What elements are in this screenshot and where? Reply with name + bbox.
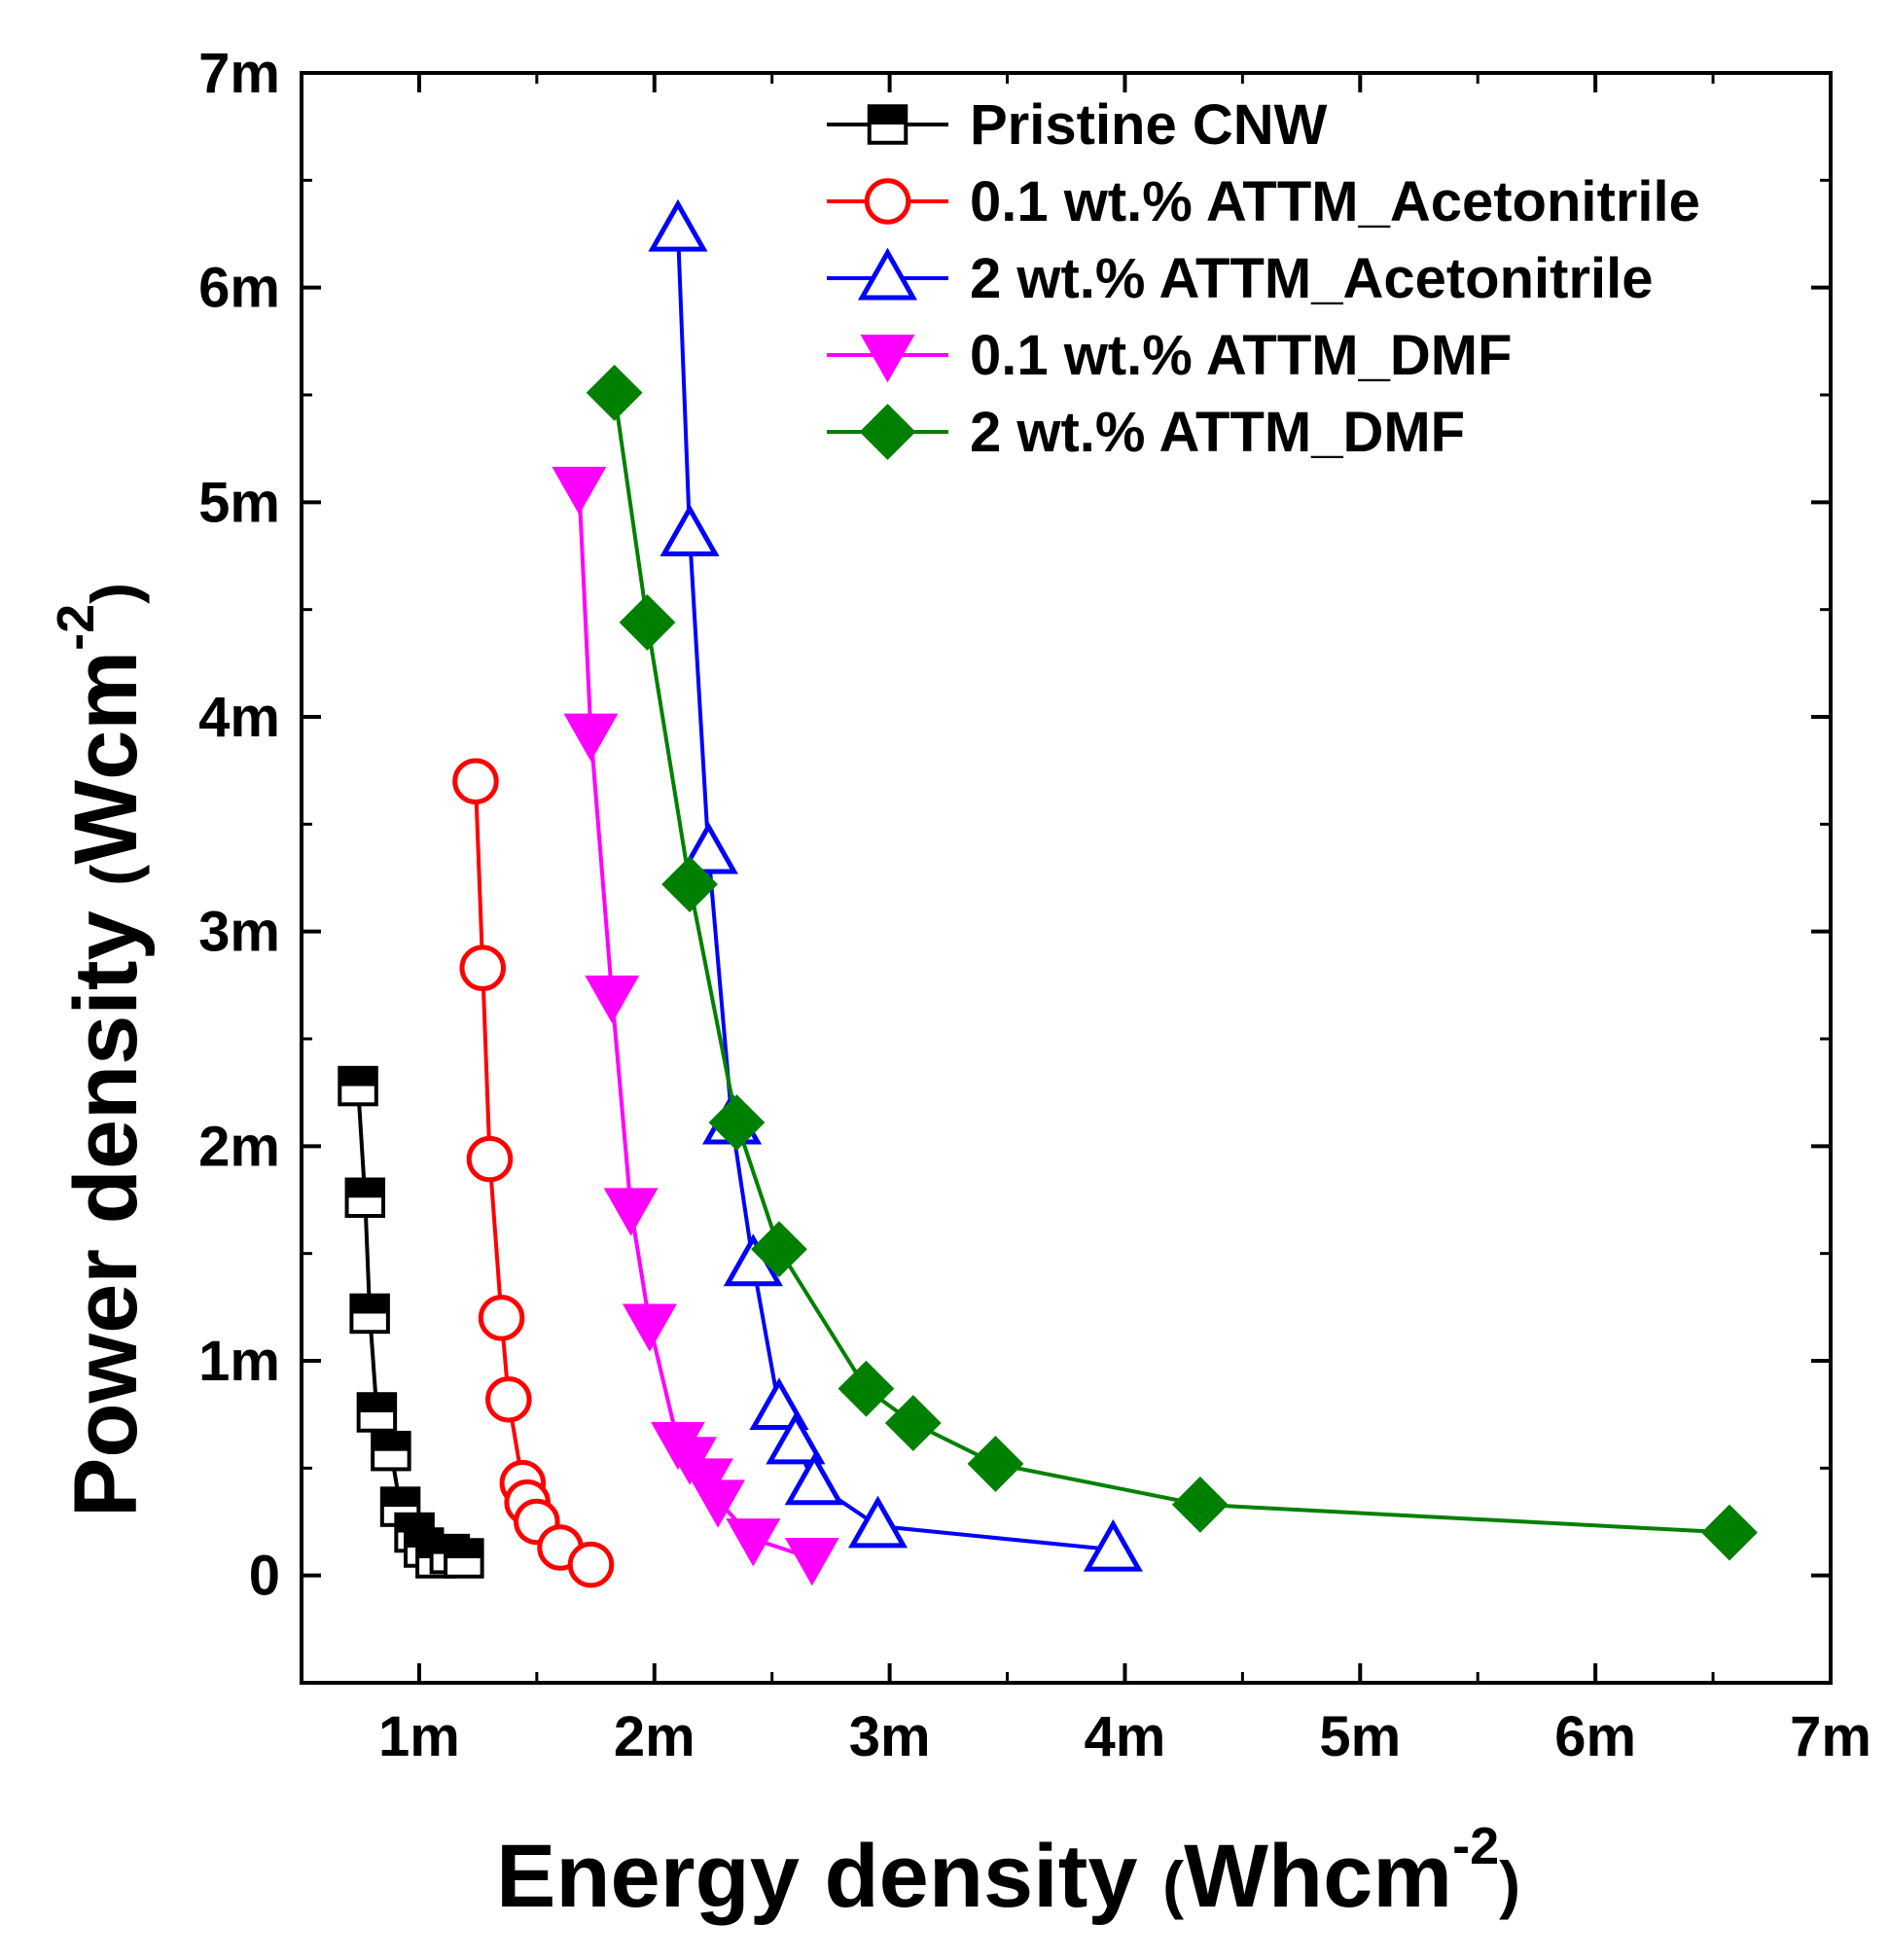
y-axis-unit-open: ( <box>78 865 150 886</box>
x-axis-unit-close: ) <box>1499 1848 1520 1920</box>
data-point <box>552 466 607 516</box>
data-point <box>678 821 738 874</box>
svg-text:Energy density (Whcm-2): Energy density (Whcm-2) <box>496 1817 1520 1926</box>
x-tick-label: 6m <box>1554 1705 1636 1768</box>
data-point <box>1083 1518 1143 1572</box>
series-layer <box>338 198 1758 1588</box>
series-3 <box>552 466 839 1586</box>
data-point <box>766 1411 826 1465</box>
y-tick-label: 1m <box>198 1330 280 1393</box>
data-point <box>485 1375 532 1423</box>
y-tick-label: 7m <box>198 42 280 105</box>
data-point <box>751 1221 807 1278</box>
data-point <box>466 1135 514 1183</box>
data-point <box>444 1538 484 1579</box>
y-tick-label: 0 <box>249 1545 280 1608</box>
x-axis-title: Energy density (Whcm-2) <box>496 1817 1520 1926</box>
data-point <box>884 1395 942 1451</box>
legend-entry: Pristine CNW <box>827 93 1328 157</box>
y-tick-label: 2m <box>198 1115 280 1178</box>
plot-frame <box>300 71 1833 1685</box>
data-point <box>661 856 718 913</box>
data-point <box>1171 1476 1229 1533</box>
legend-label: Pristine CNW <box>970 93 1328 157</box>
legend-label: 0.1 wt.% ATTM_Acetonitrile <box>970 170 1700 233</box>
y-axis-unit: Wcm <box>56 651 156 865</box>
data-point <box>659 504 720 556</box>
x-axis-label: Energy density <box>496 1827 1138 1926</box>
legend-label: 2 wt.% ATTM_Acetonitrile <box>970 247 1654 310</box>
legend-marker <box>867 104 909 145</box>
series-0 <box>338 1065 484 1579</box>
legend-label: 2 wt.% ATTM_DMF <box>970 401 1465 464</box>
legend-entry: 0.1 wt.% ATTM_DMF <box>827 324 1512 387</box>
data-point <box>648 198 708 252</box>
data-point <box>459 944 506 991</box>
data-point <box>356 1392 398 1433</box>
y-tick-label: 3m <box>198 901 280 964</box>
data-point <box>338 1065 378 1107</box>
x-tick-label: 5m <box>1319 1705 1401 1768</box>
data-point <box>749 1377 809 1431</box>
data-point <box>784 1538 839 1586</box>
y-axis-unit-sup: -2 <box>47 604 105 651</box>
data-point <box>726 1518 781 1567</box>
data-point <box>967 1436 1024 1492</box>
y-tick-label: 6m <box>198 257 280 320</box>
x-tick-label: 3m <box>849 1705 931 1768</box>
x-tick-label: 2m <box>614 1705 695 1768</box>
data-point <box>847 1495 909 1549</box>
x-tick-label: 1m <box>378 1705 460 1768</box>
data-point <box>619 593 676 651</box>
series-4 <box>586 364 1758 1561</box>
svg-text:Power density (Wcm-2): Power density (Wcm-2) <box>47 583 156 1517</box>
legend-entry: 2 wt.% ATTM_DMF <box>827 401 1465 464</box>
x-tick-label: 4m <box>1085 1705 1166 1768</box>
data-point <box>371 1430 411 1472</box>
x-axis-unit: Whcm <box>1184 1827 1452 1926</box>
data-point <box>585 975 640 1024</box>
y-tick-label: 5m <box>198 471 280 534</box>
series-1 <box>452 758 615 1588</box>
legend-marker <box>857 247 918 301</box>
data-point <box>586 364 643 421</box>
x-axis-unit-sup: -2 <box>1452 1817 1499 1875</box>
data-point <box>344 1177 386 1219</box>
data-point <box>478 1295 525 1341</box>
data-point <box>603 1188 659 1236</box>
legend-marker <box>859 404 916 460</box>
data-point <box>452 758 499 804</box>
x-tick-label: 7m <box>1790 1705 1871 1768</box>
data-point <box>567 1541 615 1588</box>
axes-layer: 1m 2m 3m 4m 5m 6m 7m 0 1m 2m 3m 4m 5m 6m 7m <box>198 42 1871 1768</box>
data-point <box>691 1479 746 1528</box>
legend-entry: 2 wt.% ATTM_Acetonitrile <box>827 247 1654 310</box>
legend-marker <box>860 335 915 383</box>
legend-entry: 0.1 wt.% ATTM_Acetonitrile <box>827 170 1700 233</box>
series-line <box>675 230 1114 1552</box>
data-point <box>1701 1504 1758 1561</box>
data-point <box>838 1360 895 1417</box>
y-axis-unit-close: ) <box>78 583 150 604</box>
data-point <box>784 1452 844 1506</box>
data-point <box>622 1303 677 1352</box>
y-tick-label: 4m <box>198 686 280 749</box>
y-axis-label: Power density <box>56 910 156 1517</box>
legend: Pristine CNW 0.1 wt.% ATTM_Acetonitrile 2 … <box>827 93 1700 464</box>
x-axis-unit-open: ( <box>1162 1848 1184 1920</box>
data-point <box>708 1094 766 1151</box>
series-line <box>612 392 1730 1535</box>
data-point <box>349 1293 390 1335</box>
y-axis-title: Power density (Wcm-2) <box>47 583 156 1517</box>
data-point <box>563 713 619 762</box>
legend-marker <box>864 178 911 225</box>
legend-label: 0.1 wt.% ATTM_DMF <box>970 324 1512 387</box>
